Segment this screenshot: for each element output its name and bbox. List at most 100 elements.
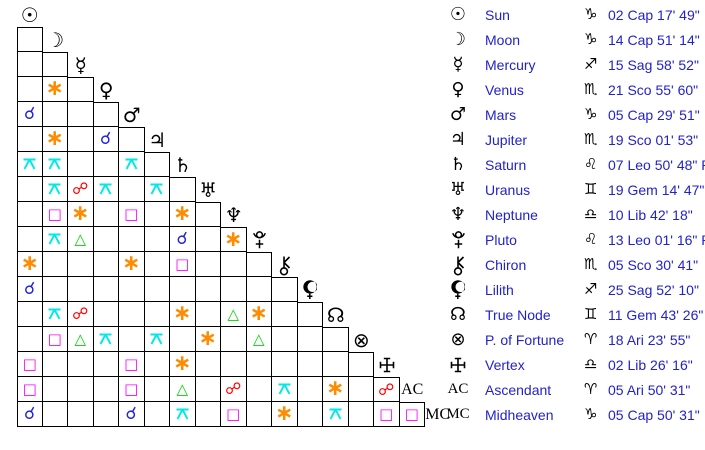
planet-position: 02 Cap 17' 49" — [608, 6, 700, 23]
planet-name: True Node — [485, 306, 551, 323]
aspect-cell-p-of-fortune-mars — [119, 327, 145, 352]
aspect-cell-true-node-pluto: ∗ — [246, 301, 272, 327]
planet-name: Pluto — [485, 231, 517, 248]
opposition-icon: ☍ — [378, 379, 395, 399]
quincunx-icon — [46, 307, 63, 321]
quincunx-icon — [46, 157, 63, 171]
sign-lib-icon: ♎ — [584, 355, 598, 373]
aspect-cell-neptune-mars: □ — [119, 202, 145, 227]
aspect-cell-lilith-moon — [42, 277, 68, 302]
aspect-cell-midheaven-venus — [93, 402, 119, 427]
mars-icon: ♂ — [449, 103, 467, 125]
quincunx-icon — [46, 182, 63, 196]
ascendant-label: AC — [447, 381, 469, 397]
sign-cap-icon: ♑ — [584, 5, 598, 23]
aspect-cell-neptune-sun — [17, 202, 43, 227]
sign-gem-icon: ♊ — [584, 180, 598, 198]
square-icon: □ — [404, 405, 419, 423]
aspect-cell-ascendant-pluto — [246, 377, 272, 402]
aspect-cell-venus-mercury — [68, 77, 94, 102]
position-row-mars: ♂ Mars ♑ 05 Cap 29' 51" — [440, 102, 705, 127]
sextile-icon: ∗ — [173, 301, 192, 326]
aspect-cell-midheaven-p-of-fortune — [348, 402, 374, 427]
aspect-cell-midheaven-sun: ☌ — [17, 402, 43, 427]
quincunx-icon — [97, 182, 114, 196]
grid-glyph-chiron-icon — [272, 252, 298, 277]
planet-position: 13 Leo 01' 16" R — [608, 231, 705, 248]
grid-glyph-uranus-icon: ♅ — [199, 177, 218, 202]
aspect-cell-midheaven-lilith — [297, 402, 323, 427]
sextile-icon: ∗ — [224, 226, 243, 252]
aspect-cell-lilith-sun: ☌ — [17, 277, 43, 302]
planet-name: Lilith — [485, 281, 514, 298]
aspect-cell-pluto-jupiter — [144, 227, 170, 252]
sign-cap-icon: ♑ — [584, 30, 598, 48]
trine-icon: △ — [74, 229, 87, 248]
position-row-lilith: Lilith ♐ 25 Sag 52' 10" — [440, 277, 705, 302]
planet-name: Sun — [485, 6, 510, 23]
planet-name: Chiron — [485, 256, 527, 273]
sextile-icon: ∗ — [122, 251, 141, 276]
aspect-cell-pluto-saturn: ☌ — [170, 227, 196, 252]
aspect-cell-chiron-jupiter — [144, 252, 170, 277]
grid-glyph-saturn-icon: ♄ — [173, 152, 192, 177]
aspect-cell-mars-venus — [93, 102, 119, 127]
aspect-cell-pluto-neptune: ∗ — [221, 227, 247, 252]
aspect-cell-neptune-mercury: ∗ — [68, 202, 94, 227]
square-icon: □ — [22, 354, 37, 373]
position-row-moon: ☽ Moon ♑ 14 Cap 51' 14" — [440, 27, 705, 52]
quincunx-icon — [327, 407, 344, 421]
planet-name: Mercury — [485, 56, 536, 73]
aspect-cell-vertex-moon — [42, 352, 68, 377]
planet-position: 18 Ari 23' 55" — [608, 331, 691, 348]
sextile-icon: ∗ — [71, 201, 90, 226]
aspect-cell-uranus-mercury: ☍ — [68, 177, 94, 202]
aspect-cell-moon-sun — [17, 27, 43, 52]
planet-name: Saturn — [485, 156, 527, 173]
position-row-jupiter: ♃ Jupiter ♏ 19 Sco 01' 53" — [440, 127, 705, 152]
planet-position: 19 Gem 14' 47" R — [608, 181, 705, 198]
aspect-cell-vertex-mercury — [68, 352, 94, 377]
aspect-cell-ascendant-mercury — [68, 377, 94, 402]
aspect-cell-midheaven-pluto — [246, 402, 272, 427]
sign-leo-icon: ♌ — [584, 155, 598, 173]
planet-position: 02 Lib 26' 16" — [608, 356, 693, 373]
aspect-cell-neptune-uranus — [195, 202, 221, 227]
aspect-cell-true-node-lilith — [297, 302, 323, 327]
square-icon: □ — [47, 204, 62, 223]
grid-glyph-jupiter-icon: ♃ — [148, 127, 167, 152]
sign-sco-icon: ♏ — [584, 255, 598, 273]
aspect-cell-lilith-chiron — [272, 277, 298, 302]
position-row-p-of-fortune: ⊗ P. of Fortune ♈ 18 Ari 23' 55" — [440, 327, 705, 352]
aspect-cell-p-of-fortune-uranus: ∗ — [195, 327, 221, 352]
aspect-cell-p-of-fortune-neptune — [221, 327, 247, 352]
aspect-cell-true-node-neptune: △ — [221, 302, 247, 327]
sextile-icon: ∗ — [249, 301, 268, 326]
aspect-cell-p-of-fortune-sun — [17, 327, 43, 352]
square-icon: □ — [22, 379, 37, 398]
sign-ari-icon: ♈ — [584, 380, 598, 398]
aspect-cell-ascendant-moon — [42, 377, 68, 402]
grid-glyph-true-node-icon: ☊ — [326, 302, 345, 327]
position-row-uranus: ♅ Uranus ♊ 19 Gem 14' 47" R — [440, 177, 705, 202]
opposition-icon: ☍ — [225, 379, 242, 398]
aspect-cell-true-node-venus — [93, 302, 119, 327]
planet-position: 15 Sag 58' 52" — [608, 56, 699, 73]
aspect-cell-chiron-neptune — [221, 252, 247, 277]
aspect-cell-chiron-moon — [42, 252, 68, 277]
sign-ari-icon: ♈ — [584, 330, 598, 348]
aspect-cell-ascendant-p-of-fortune — [348, 377, 374, 402]
aspect-cell-chiron-venus — [93, 252, 119, 277]
aspect-cell-p-of-fortune-true-node — [323, 327, 349, 352]
planet-name: Mars — [485, 106, 517, 123]
planet-name: Vertex — [485, 356, 525, 373]
aspect-cell-midheaven-uranus — [195, 402, 221, 427]
trine-icon: △ — [176, 379, 189, 398]
conjunction-icon: ☌ — [24, 103, 36, 124]
grid-glyph-vertex-icon — [374, 352, 400, 377]
planet-name: Venus — [485, 81, 524, 98]
sign-sag-icon: ♐ — [584, 280, 598, 298]
aspect-cell-ascendant-sun: □ — [17, 377, 43, 402]
planet-name: P. of Fortune — [485, 331, 565, 348]
aspect-cell-jupiter-moon: ∗ — [42, 127, 68, 152]
